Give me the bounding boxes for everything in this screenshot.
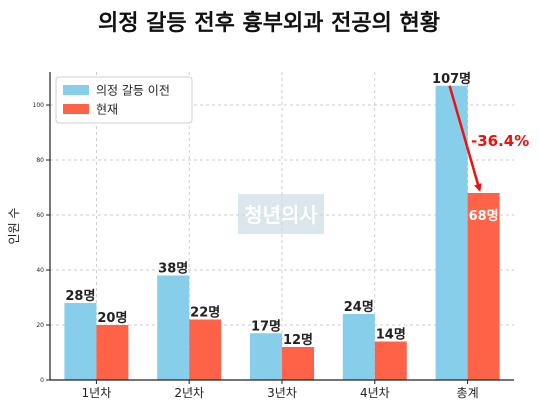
y-tick-label: 0 xyxy=(40,377,44,384)
bar-before xyxy=(342,314,375,380)
annotation: -36.4% xyxy=(448,85,529,192)
watermark-text: 청년의사 xyxy=(244,203,318,227)
bar-current xyxy=(374,341,407,380)
x-tick-label: 2년차 xyxy=(174,386,204,400)
data-label-before: 28명 xyxy=(65,288,95,304)
axes: 0 20 40 60 80 100 1년차 2년차 3년차 4년차 총계 xyxy=(33,72,514,400)
annotation-arrow xyxy=(448,85,482,192)
chart-title: 의정 갈등 전후 흉부외과 전공의 현황 xyxy=(98,11,440,36)
legend-swatch-current xyxy=(63,104,89,114)
y-axis-label: 인원 수 xyxy=(7,208,21,245)
x-tick-label: 1년차 xyxy=(82,386,112,400)
data-label-current: 12명 xyxy=(283,332,313,348)
data-label-current: 68명 xyxy=(469,208,499,224)
y-tick-label: 80 xyxy=(36,157,44,164)
y-tick-label: 40 xyxy=(36,267,44,274)
bar-current xyxy=(189,319,222,380)
bar-current xyxy=(467,193,500,380)
annotation-text: -36.4% xyxy=(471,132,529,150)
data-label-before: 17명 xyxy=(251,318,281,334)
legend-swatch-before xyxy=(63,85,89,95)
y-tick-label: 100 xyxy=(33,102,45,109)
x-tick-label: 총계 xyxy=(457,386,479,400)
bar-before xyxy=(64,303,97,380)
bars xyxy=(64,85,500,380)
legend-box xyxy=(55,76,193,124)
bar-before xyxy=(435,85,468,380)
data-label-before: 107명 xyxy=(432,71,471,87)
bar-before xyxy=(157,275,190,380)
legend-label-current: 현재 xyxy=(96,103,118,117)
bar-before xyxy=(250,333,282,380)
x-tick-label: 3년차 xyxy=(267,386,297,400)
x-tick-label: 4년차 xyxy=(360,386,390,400)
data-label-before: 38명 xyxy=(158,261,188,277)
data-label-before: 24명 xyxy=(344,299,374,315)
data-label-current: 22명 xyxy=(190,305,220,321)
data-label-current: 20명 xyxy=(97,310,127,326)
bar-current xyxy=(282,347,314,380)
data-label-current: 14명 xyxy=(376,327,406,343)
watermark-box xyxy=(238,194,324,234)
y-tick-label: 60 xyxy=(36,212,44,219)
bar-current xyxy=(96,325,129,380)
watermark: 청년의사 xyxy=(238,194,324,234)
legend-label-before: 의정 갈등 이전 xyxy=(96,84,170,98)
y-tick-label: 20 xyxy=(36,322,44,329)
